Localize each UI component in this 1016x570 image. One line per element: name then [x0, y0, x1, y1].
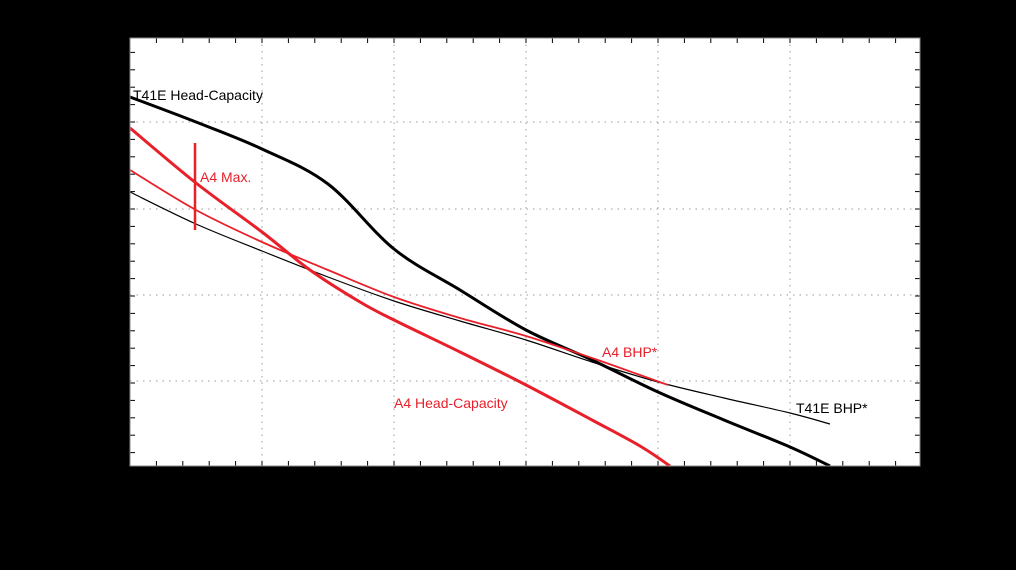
series-t41e-head-capacity — [129, 95, 831, 468]
label-t41e-head-capacity: T41E Head-Capacity — [133, 87, 263, 103]
label-a4-bhp: A4 BHP* — [602, 344, 658, 360]
data-series — [129, 95, 831, 468]
series-a4-head-capacity — [129, 126, 671, 468]
series-t41e-bhp — [129, 191, 831, 425]
series-a4-bhp — [129, 169, 669, 386]
plot-area — [130, 38, 920, 466]
label-t41e-bhp: T41E BHP* — [796, 400, 868, 416]
label-a4-max: A4 Max. — [200, 169, 251, 185]
axis-ticks — [130, 38, 920, 466]
plot-frame — [129, 37, 921, 467]
label-a4-head-capacity: A4 Head-Capacity — [394, 395, 508, 411]
